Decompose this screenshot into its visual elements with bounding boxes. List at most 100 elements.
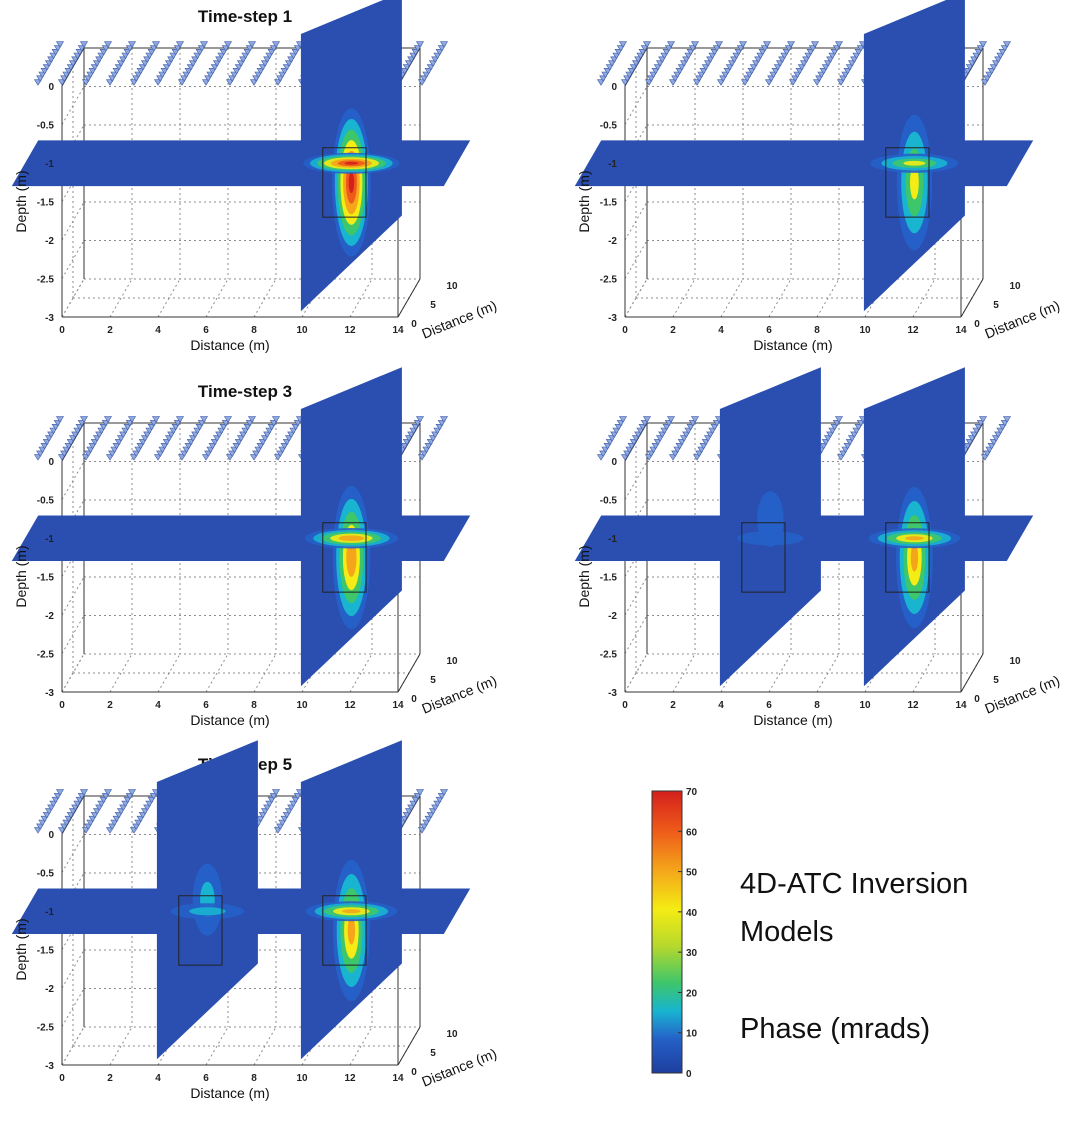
panel-time-step-3: Time-step 3 0 -0.5 -1 -1.5 -2 -2.5 -3 0 2 4 6 8 10 12 1… — [11, 367, 499, 728]
depth-tick-label: -1.5 — [600, 198, 618, 209]
anomaly-horizontal-contour — [737, 531, 804, 546]
grid-line-floor-x — [912, 278, 936, 318]
grid-line-side-depth — [61, 240, 85, 279]
y-tick-label: 5 — [430, 675, 436, 686]
x-tick-label: 10 — [296, 325, 308, 336]
electrode-marker — [439, 416, 449, 423]
electrode-marker — [642, 41, 652, 48]
electrode-marker — [175, 416, 185, 423]
target-block — [741, 522, 786, 593]
grid-line-side-depth — [61, 461, 85, 500]
depth-tick-label: -0.5 — [37, 121, 55, 132]
colorbar-tick-label: 20 — [686, 988, 698, 999]
depth-tick-label: -2.5 — [600, 275, 618, 286]
depth-tick-label: -0.5 — [600, 496, 618, 507]
x-axis-label: Distance (m) — [190, 337, 269, 353]
y-tick-label: 0 — [974, 694, 980, 705]
depth-tick-label: -1.5 — [37, 946, 55, 957]
colorbar-tick-label: 50 — [686, 868, 698, 879]
x-tick-label: 2 — [670, 325, 676, 336]
electrode-marker — [127, 416, 137, 423]
grid-line-side-depth — [61, 615, 85, 654]
target-block — [322, 147, 367, 218]
electrode-marker — [786, 41, 796, 48]
depth-tick-label: -0.5 — [37, 869, 55, 880]
depth-tick-label: -2 — [45, 611, 54, 622]
x-tick-label: 0 — [622, 325, 628, 336]
grid-line-side-depth — [624, 461, 648, 500]
colorbar-tick-label: 0 — [686, 1069, 692, 1080]
x-tick-label: 8 — [251, 700, 257, 711]
x-tick-label: 14 — [955, 325, 967, 336]
target-block — [322, 522, 367, 593]
x-tick-label: 6 — [203, 1073, 209, 1084]
x-axis-label: Distance (m) — [190, 712, 269, 728]
electrode-marker — [247, 41, 257, 48]
x-tick-label: 14 — [392, 1073, 404, 1084]
depth-tick-label: -1.5 — [37, 573, 55, 584]
target-block — [885, 522, 930, 593]
electrode-marker — [978, 416, 988, 423]
depth-tick-label: -2.5 — [37, 275, 55, 286]
depth-axis-label: Depth (m) — [13, 545, 29, 607]
x-tick-label: 6 — [766, 325, 772, 336]
electrode-marker — [55, 41, 65, 48]
depth-tick-label: -1.5 — [37, 198, 55, 209]
grid-line-floor-x — [109, 653, 133, 693]
y-tick-label: 10 — [446, 281, 458, 292]
y-tick-label: 0 — [411, 694, 417, 705]
x-tick-label: 2 — [107, 1073, 113, 1084]
electrode-marker — [618, 41, 628, 48]
grid-line-floor-x — [109, 278, 133, 318]
electrode-marker — [834, 416, 844, 423]
frame-edge — [397, 1026, 421, 1066]
panel-title: Time-step 1 — [198, 7, 292, 26]
electrode-marker — [55, 416, 65, 423]
grid-line-floor-x — [109, 1026, 133, 1066]
x-tick-label: 8 — [814, 325, 820, 336]
anomaly-contour — [347, 916, 356, 945]
anomaly-contour — [910, 543, 919, 572]
electrode-marker — [199, 41, 209, 48]
depth-tick-label: 0 — [48, 457, 54, 468]
depth-tick-label: -2 — [608, 611, 617, 622]
anomaly-horizontal-contour — [338, 535, 365, 542]
electrode-marker — [103, 416, 113, 423]
frame-edge — [960, 278, 984, 318]
x-tick-label: 14 — [955, 700, 967, 711]
depth-tick-label: -0.5 — [37, 496, 55, 507]
x-tick-label: 6 — [766, 700, 772, 711]
electrode-marker — [834, 41, 844, 48]
grid-line-floor-x — [349, 653, 373, 693]
electrode-marker — [55, 789, 65, 796]
y-tick-label: 5 — [993, 675, 999, 686]
x-tick-label: 4 — [718, 700, 724, 711]
grid-line-floor-x — [768, 653, 792, 693]
x-tick-label: 10 — [296, 1073, 308, 1084]
target-block — [178, 895, 223, 966]
colorbar-tick-label: 40 — [686, 908, 698, 919]
x-tick-label: 0 — [59, 1073, 65, 1084]
x-tick-label: 4 — [718, 325, 724, 336]
grid-line-floor-x — [912, 653, 936, 693]
anomaly-horizontal-contour — [903, 160, 926, 166]
depth-tick-label: -1 — [45, 159, 54, 170]
x-axis-label: Distance (m) — [190, 1085, 269, 1101]
x-tick-label: 14 — [392, 700, 404, 711]
anomaly-contour — [910, 165, 919, 200]
y-tick-label: 0 — [411, 319, 417, 330]
depth-tick-label: 0 — [611, 457, 617, 468]
grid-line-floor-x — [672, 278, 696, 318]
x-tick-label: 0 — [59, 325, 65, 336]
electrode-marker — [439, 789, 449, 796]
electrode-marker — [439, 41, 449, 48]
x-tick-label: 4 — [155, 325, 161, 336]
depth-tick-label: 0 — [48, 830, 54, 841]
electrode-marker — [79, 41, 89, 48]
depth-tick-label: -2.5 — [600, 650, 618, 661]
y-tick-label: 0 — [411, 1067, 417, 1078]
electrode-marker — [127, 789, 137, 796]
electrode-marker — [103, 789, 113, 796]
colorbar-tick-label: 70 — [686, 787, 698, 798]
electrode-marker — [271, 789, 281, 796]
